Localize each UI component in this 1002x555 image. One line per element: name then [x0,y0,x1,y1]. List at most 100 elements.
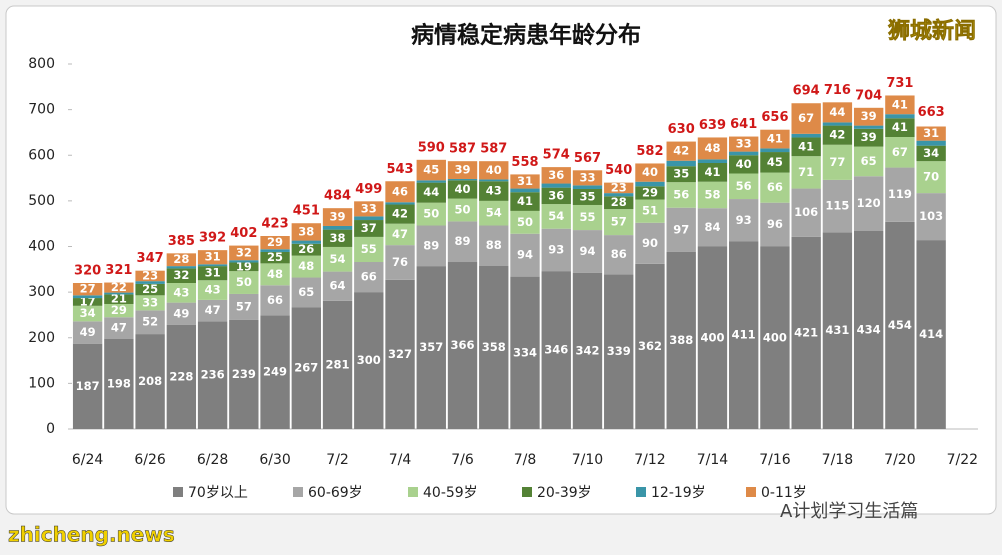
segment-label: 37 [361,221,377,235]
segment-label: 187 [76,379,100,393]
bar-segment [166,253,197,267]
segment-label: 41 [704,165,720,179]
watermark: 狮城新闻 [888,18,976,44]
bar-segment [416,266,446,429]
bar-segment [354,292,384,429]
x-tick-label: 7/6 [451,452,474,468]
segment-label: 36 [548,188,564,202]
bar-segment [885,167,915,222]
total-label: 582 [636,144,663,159]
bar-segment [885,95,915,115]
bar-segment [885,118,915,137]
segment-label: 46 [392,184,408,198]
legend-label: 40-59岁 [423,485,478,501]
bar-segment [541,271,571,429]
bar-segment [885,221,915,429]
segment-label: 55 [361,242,377,256]
bar-segment [697,208,728,247]
legend-label: 60-69岁 [308,485,363,501]
segment-label: 94 [517,248,533,262]
total-label: 663 [918,105,945,120]
segment-label: 44 [829,105,845,119]
segment-label: 39 [455,163,471,177]
segment-label: 50 [236,275,252,289]
segment-label: 52 [142,315,158,329]
bar-segment [604,182,634,194]
segment-label: 39 [330,210,346,224]
segment-label: 431 [825,323,849,337]
bar-segment [104,303,134,318]
bar-segment [385,279,415,429]
segment-label: 56 [736,179,752,193]
segment-label: 50 [517,215,533,229]
bar-segment [697,159,728,164]
x-tick-label: 7/18 [822,452,853,468]
segment-label: 41 [892,120,908,134]
bar-segment [791,156,821,189]
segment-label: 388 [669,333,693,347]
segment-label: 115 [825,199,849,213]
segment-label: 97 [673,222,689,236]
bar-segment [729,151,759,156]
bar-segment [510,174,540,189]
segment-label: 89 [423,238,439,252]
segment-label: 434 [857,322,881,336]
total-label: 704 [855,88,882,103]
total-label: 392 [199,231,226,246]
bar-segment [604,274,634,429]
segment-label: 267 [294,361,318,375]
bar-segment [166,268,197,283]
total-label: 587 [480,142,507,157]
x-tick-label: 6/28 [197,452,228,468]
segment-label: 71 [798,165,814,179]
segment-label: 66 [267,293,283,307]
segment-label: 19 [236,259,252,273]
bar-segment [822,232,853,429]
bar-segment [479,161,509,180]
legend-label: 12-19岁 [651,485,706,501]
segment-label: 66 [361,270,377,284]
segment-label: 40 [486,163,502,177]
segment-label: 38 [330,231,346,245]
segment-label: 400 [700,330,724,344]
bar-segment [666,166,696,183]
x-tick-label: 7/22 [947,452,978,468]
x-tick-label: 7/8 [514,452,537,468]
total-label: 630 [668,122,695,137]
segment-label: 41 [517,194,533,208]
bar-segment [104,282,134,293]
bar-segment [197,280,228,300]
total-label: 694 [793,84,820,99]
bar-segment [260,315,290,429]
segment-label: 48 [267,267,283,281]
bar-segment [260,263,290,286]
segment-label: 342 [575,343,599,357]
bar-segment [541,183,571,188]
segment-label: 28 [173,252,189,266]
bar-segment [385,204,415,224]
bar-segment [697,137,728,160]
legend-swatch [522,487,532,497]
x-tick-label: 6/26 [134,452,166,468]
segment-label: 31 [923,126,939,140]
segment-label: 31 [205,266,221,280]
segment-label: 45 [423,163,439,177]
bar-segment [729,173,759,200]
segment-label: 249 [263,365,287,379]
segment-label: 43 [205,283,221,297]
bar-segment [322,246,353,272]
bar-segment [885,114,915,119]
segment-label: 89 [455,234,471,248]
bar-segment [510,233,540,277]
legend-swatch [293,487,303,497]
segment-label: 32 [236,245,252,259]
segment-label: 22 [111,280,127,294]
bar-segment [229,271,259,294]
segment-label: 33 [361,201,377,215]
bar-segment [791,133,821,138]
bar-segment [916,240,946,429]
bar-segment [635,181,665,187]
bar-segment [916,140,946,146]
segment-label: 29 [111,303,127,317]
